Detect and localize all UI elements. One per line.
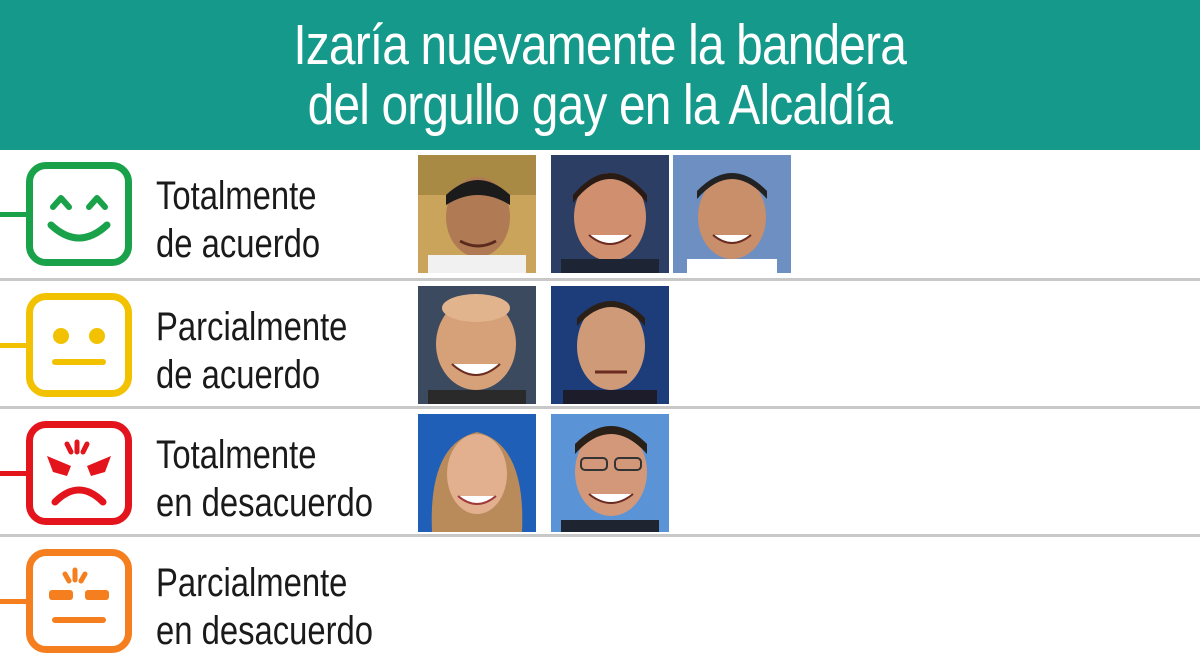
row-divider: [0, 406, 1200, 409]
opinion-row-totally-disagree: Totalmente en desacuerdo: [0, 409, 1200, 537]
portrait-photo: [418, 155, 536, 273]
portrait-photo: [551, 414, 669, 532]
title-line-1: Izaría nuevamente la bandera: [293, 13, 907, 77]
opinion-row-totally-agree: Totalmente de acuerdo: [0, 150, 1200, 278]
title-banner: Izaría nuevamente la bandera del orgullo…: [0, 0, 1200, 150]
opinion-label: Totalmente de acuerdo: [156, 172, 320, 268]
portrait-photo: [673, 155, 791, 273]
title-line-2: del orgullo gay en la Alcaldía: [307, 73, 893, 137]
opinion-list: Totalmente de acuerdo: [0, 150, 1200, 655]
portrait-photo: [418, 414, 536, 532]
opinion-label-line-2: de acuerdo: [156, 222, 321, 266]
opinion-label: Parcialmente en desacuerdo: [156, 559, 373, 655]
row-divider: [0, 278, 1200, 281]
row-marker: [0, 599, 30, 604]
opinion-label-line-1: Totalmente: [156, 433, 317, 477]
neutral-face-icon: [26, 293, 132, 397]
portrait-photo: [551, 286, 669, 404]
row-divider: [0, 534, 1200, 537]
row-marker: [0, 343, 30, 348]
portrait-photo: [418, 286, 536, 404]
opinion-label: Totalmente en desacuerdo: [156, 431, 373, 527]
row-marker: [0, 471, 30, 476]
opinion-label-line-2: en desacuerdo: [156, 609, 374, 653]
opinion-label-line-1: Parcialmente: [156, 561, 348, 605]
opinion-label-line-2: en desacuerdo: [156, 481, 374, 525]
opinion-row-partially-disagree: Parcialmente en desacuerdo: [0, 537, 1200, 665]
row-marker: [0, 212, 30, 217]
portrait-photo: [551, 155, 669, 273]
opinion-label-line-1: Parcialmente: [156, 305, 348, 349]
opinion-label-line-2: de acuerdo: [156, 353, 321, 397]
angry-face-icon: [26, 421, 132, 525]
annoyed-face-icon: [26, 549, 132, 653]
opinion-label-line-1: Totalmente: [156, 174, 317, 218]
happy-face-icon: [26, 162, 132, 266]
opinion-row-partially-agree: Parcialmente de acuerdo: [0, 281, 1200, 409]
opinion-label: Parcialmente de acuerdo: [156, 303, 347, 399]
